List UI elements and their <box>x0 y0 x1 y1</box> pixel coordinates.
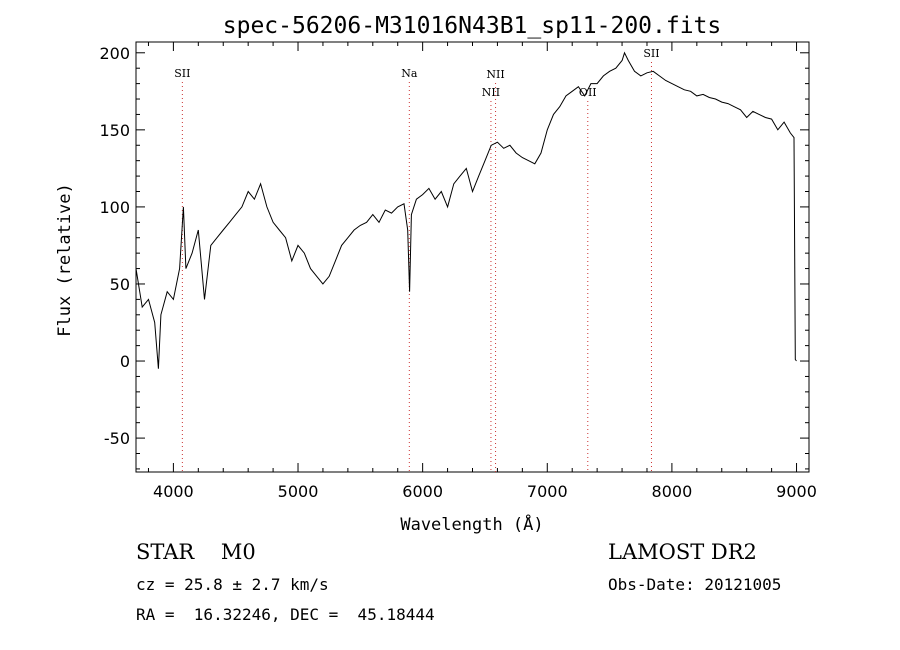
x-tick-label: 5000 <box>278 482 319 501</box>
y-tick-label: -50 <box>104 429 130 448</box>
x-tick-label: 9000 <box>776 482 817 501</box>
chart-title: spec-56206-M31016N43B1_sp11-200.fits <box>223 13 722 39</box>
x-tick-label: 6000 <box>402 482 443 501</box>
line-annotations: SII Na NII NII OII SII <box>174 47 660 472</box>
annotation-label: OII <box>579 86 597 99</box>
x-axis-label: Wavelength (Å) <box>400 513 543 535</box>
annotation-label: NII <box>486 68 504 81</box>
plot-frame <box>135 41 810 473</box>
x-tick-label: 4000 <box>153 482 194 501</box>
y-tick-label: 0 <box>120 352 130 371</box>
x-tick-label: 7000 <box>527 482 568 501</box>
annotation-label: NII <box>482 86 500 99</box>
y-tick-label: 150 <box>99 121 130 140</box>
object-class-label: STAR M0 <box>136 540 256 564</box>
survey-label: LAMOST DR2 <box>608 540 757 564</box>
coordinates-label: RA = 16.32246, DEC = 45.18444 <box>136 605 435 624</box>
y-axis-ticks: -50 0 50 100 150 200 <box>99 44 809 470</box>
x-axis-ticks: 4000 5000 6000 7000 8000 9000 <box>147 42 817 501</box>
spectrum-series-line <box>135 51 797 369</box>
obs-date-label: Obs-Date: 20121005 <box>608 575 782 594</box>
y-tick-label: 100 <box>99 198 130 217</box>
x-tick-label: 8000 <box>652 482 693 501</box>
annotation-label: SII <box>643 47 659 60</box>
annotation-label: Na <box>401 67 418 80</box>
y-tick-label: 50 <box>110 275 130 294</box>
annotation-label: SII <box>174 67 190 80</box>
y-axis-label: Flux (relative) <box>55 183 75 337</box>
redshift-label: cz = 25.8 ± 2.7 km/s <box>136 575 329 594</box>
y-tick-label: 200 <box>99 44 130 63</box>
